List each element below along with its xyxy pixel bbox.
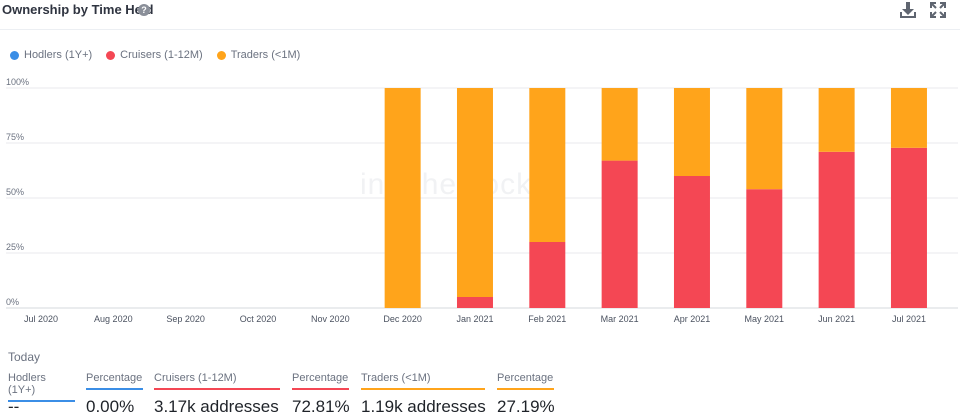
traders-percentage-value: 27.19%: [497, 397, 555, 416]
y-tick-label: 100%: [6, 77, 29, 87]
legend-dot: [10, 50, 19, 60]
bar-segment-cruisers: [601, 160, 638, 308]
traders-percentage-label: Percentage: [497, 372, 554, 390]
summary-heading: Today: [8, 350, 41, 364]
hodlers-value: --: [8, 397, 20, 416]
bar-segment-traders: [601, 88, 638, 161]
hodlers-percentage-value: 0.00%: [86, 397, 135, 416]
legend-dot: [216, 50, 226, 60]
legend-item-cruisers[interactable]: Cruisers (1-12M): [106, 49, 203, 61]
traders-label: Traders (<1M): [361, 372, 485, 390]
hodlers-percentage-label: Percentage: [86, 372, 143, 390]
chart-header: Ownership by Time Held ?: [0, 0, 960, 30]
x-tick-label: Feb 2021: [528, 314, 566, 324]
legend-label: Hodlers (1Y+): [24, 49, 93, 61]
bar-segment-traders: [529, 88, 566, 242]
bar-segment-traders: [818, 88, 855, 152]
question-circle-icon[interactable]: ?: [138, 4, 150, 16]
download-icon[interactable]: [899, 1, 917, 19]
x-tick-label: Jul 2021: [892, 314, 926, 324]
bar-segment-traders: [673, 88, 710, 176]
x-tick-label: Jan 2021: [456, 314, 493, 324]
bar-segment-traders: [384, 88, 421, 308]
x-tick-label: Mar 2021: [601, 314, 639, 324]
cruisers-percentage-label: Percentage: [292, 372, 349, 390]
bar-segment-traders: [890, 88, 927, 148]
stacked-bar-chart: 0% 25% 50% 75% 100% Jul 2020 Aug 2020 Sep 2020 O…: [6, 77, 958, 324]
bar-segment-cruisers: [529, 242, 566, 308]
legend-label: Traders (<1M): [230, 49, 301, 61]
bar-segment-traders: [456, 88, 493, 297]
bar-segment-cruisers: [746, 189, 783, 308]
x-tick-label: Oct 2020: [240, 314, 277, 324]
bar-segment-traders: [746, 88, 783, 190]
x-tick-label: Nov 2020: [311, 314, 350, 324]
chart-legend: Hodlers (1Y+) Cruisers (1-12M) Traders (…: [10, 49, 300, 61]
bar-segment-cruisers: [890, 147, 927, 308]
expand-icon[interactable]: [929, 1, 947, 19]
hodlers-label: Hodlers (1Y+): [8, 372, 75, 402]
x-tick-label: Apr 2021: [674, 314, 711, 324]
cruisers-value: 3.17k addresses: [154, 397, 279, 416]
bar-segment-cruisers: [673, 176, 710, 308]
x-tick-label: Sep 2020: [166, 314, 205, 324]
x-tick-label: May 2021: [745, 314, 785, 324]
x-tick-label: Dec 2020: [383, 314, 422, 324]
bar-segment-cruisers: [818, 151, 855, 308]
chart-title: Ownership by Time Held: [2, 2, 154, 17]
bar-segment-cruisers: [456, 297, 493, 308]
cruisers-label: Cruisers (1-12M): [154, 372, 280, 390]
legend-label: Cruisers (1-12M): [120, 49, 203, 61]
x-tick-label: Jun 2021: [818, 314, 855, 324]
legend-dot: [106, 50, 116, 60]
y-tick-label: 25%: [6, 242, 24, 252]
x-tick-label: Aug 2020: [94, 314, 133, 324]
y-tick-label: 75%: [6, 132, 24, 142]
traders-value: 1.19k addresses: [361, 397, 486, 416]
y-tick-label: 0%: [6, 297, 19, 307]
legend-item-traders[interactable]: Traders (<1M): [216, 49, 301, 61]
cruisers-percentage-value: 72.81%: [292, 397, 350, 416]
x-tick-label: Jul 2020: [24, 314, 58, 324]
legend-item-hodlers[interactable]: Hodlers (1Y+): [10, 49, 92, 61]
y-tick-label: 50%: [6, 187, 24, 197]
